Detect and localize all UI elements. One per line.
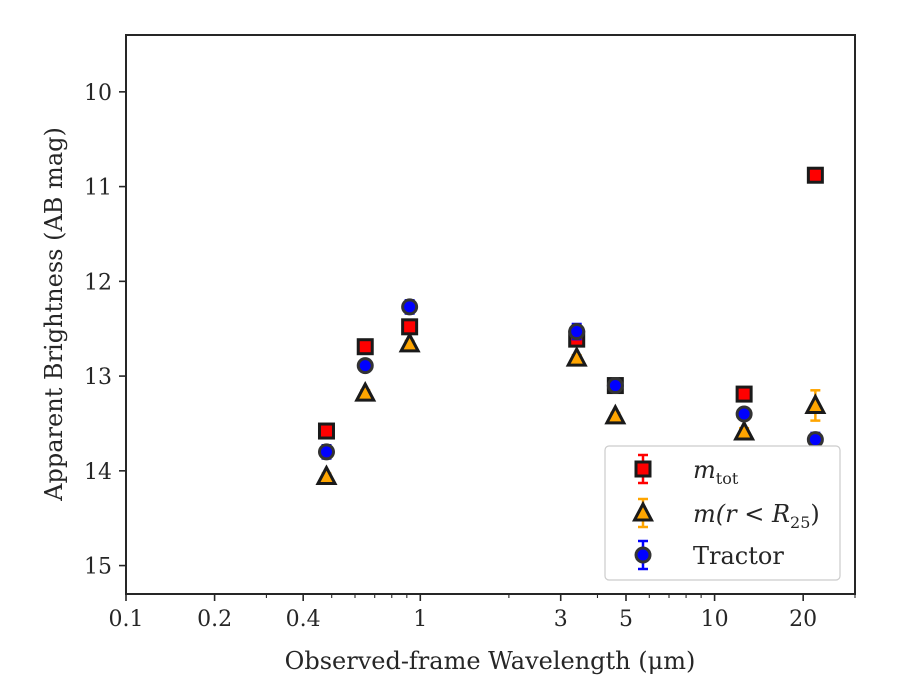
y-axis-label: Apparent Brightness (AB mag) bbox=[40, 127, 68, 502]
y-tick-label: 10 bbox=[84, 81, 112, 106]
x-tick-label: 3 bbox=[554, 607, 568, 632]
legend-label-base: m bbox=[693, 456, 716, 484]
legend-label: m(r < R25) bbox=[693, 500, 820, 532]
data-point bbox=[735, 405, 753, 423]
data-point bbox=[398, 331, 421, 353]
legend-marker bbox=[632, 500, 654, 522]
data-point bbox=[806, 431, 824, 449]
x-tick-label: 0.2 bbox=[197, 607, 232, 632]
series-2 bbox=[317, 298, 824, 461]
data-point bbox=[354, 380, 377, 402]
legend: mtot m(r < R25) Tractor bbox=[604, 445, 841, 581]
data-point bbox=[806, 166, 824, 184]
x-tick-label: 20 bbox=[789, 607, 817, 632]
data-point bbox=[356, 357, 374, 375]
x-tick-label: 5 bbox=[619, 607, 633, 632]
data-point bbox=[315, 464, 338, 486]
legend-label: Tractor bbox=[693, 542, 784, 570]
legend-box bbox=[604, 445, 841, 581]
x-axis-label: Observed-frame Wavelength (μm) bbox=[285, 647, 696, 675]
x-tick-label: 0.1 bbox=[109, 607, 144, 632]
series-1 bbox=[315, 331, 827, 486]
legend-label: mtot bbox=[693, 456, 739, 488]
data-point bbox=[568, 323, 586, 341]
y-tick-label: 11 bbox=[84, 176, 112, 201]
legend-label-subscript: 25 bbox=[790, 513, 810, 532]
legend-marker bbox=[634, 546, 652, 564]
series-0 bbox=[317, 166, 824, 440]
data-point bbox=[804, 393, 827, 414]
marks-layer bbox=[315, 166, 827, 486]
y-tick-label: 15 bbox=[84, 555, 112, 580]
x-tick-label: 0.4 bbox=[286, 607, 321, 632]
data-point bbox=[356, 338, 374, 356]
legend-label-base: m(r < R bbox=[693, 500, 790, 528]
data-point bbox=[317, 422, 335, 440]
legend-label-base: Tractor bbox=[693, 542, 784, 570]
data-point bbox=[565, 345, 588, 367]
data-point bbox=[735, 385, 753, 403]
x-tick-label: 10 bbox=[701, 607, 729, 632]
data-point bbox=[604, 403, 627, 425]
legend-marker bbox=[634, 460, 652, 478]
y-tick-label: 12 bbox=[84, 270, 112, 295]
data-point bbox=[401, 318, 419, 336]
data-point bbox=[733, 419, 756, 441]
y-tick-label: 14 bbox=[84, 460, 112, 485]
data-point bbox=[606, 377, 624, 395]
legend-label-subscript: tot bbox=[716, 469, 739, 488]
data-point bbox=[317, 443, 335, 461]
plot-frame bbox=[125, 34, 856, 595]
y-tick-label: 13 bbox=[84, 365, 112, 390]
legend-label-close: ) bbox=[810, 500, 819, 528]
x-tick-label: 1 bbox=[413, 607, 427, 632]
data-point bbox=[401, 298, 419, 316]
